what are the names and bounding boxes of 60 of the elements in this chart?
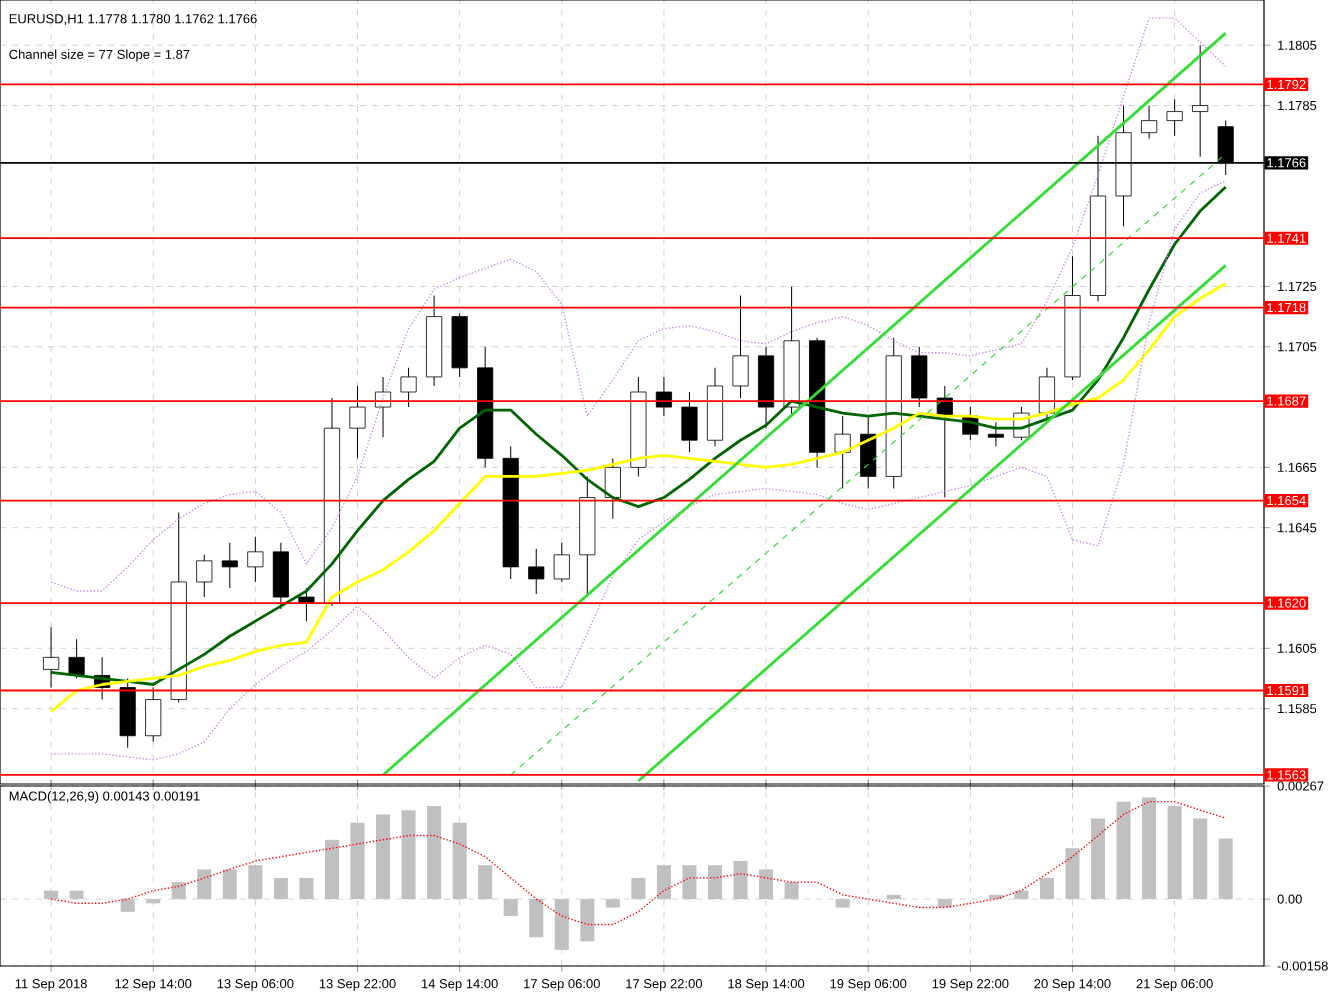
candlestick bbox=[911, 346, 928, 408]
candlestick bbox=[1038, 367, 1056, 423]
bar bbox=[503, 899, 518, 917]
bar bbox=[1014, 890, 1029, 900]
bar bbox=[376, 814, 391, 900]
candlestick bbox=[272, 542, 289, 610]
bar bbox=[1065, 848, 1080, 900]
candlestick bbox=[834, 415, 851, 489]
bar bbox=[120, 899, 135, 912]
bar bbox=[529, 899, 544, 938]
bar bbox=[784, 882, 799, 900]
bar bbox=[1142, 797, 1157, 900]
bar bbox=[324, 839, 339, 900]
candlestick bbox=[349, 385, 366, 459]
bar bbox=[273, 877, 288, 900]
bar bbox=[835, 899, 850, 908]
bar bbox=[554, 899, 569, 950]
candlestick bbox=[221, 542, 238, 589]
bar bbox=[580, 899, 595, 942]
bar bbox=[171, 882, 186, 900]
bar bbox=[69, 890, 84, 900]
bar bbox=[478, 865, 493, 900]
bar bbox=[452, 822, 467, 900]
bar bbox=[427, 805, 442, 900]
bar bbox=[1218, 838, 1233, 900]
candlestick bbox=[68, 638, 85, 679]
bar bbox=[299, 877, 314, 900]
candlestick bbox=[681, 391, 698, 453]
bar bbox=[401, 810, 416, 900]
bar bbox=[605, 899, 620, 908]
bar bbox=[631, 877, 646, 900]
candlestick bbox=[553, 542, 570, 583]
candlestick bbox=[604, 457, 621, 520]
bar bbox=[707, 865, 723, 900]
candlestick bbox=[400, 367, 417, 408]
candlestick bbox=[732, 295, 749, 399]
candlestick bbox=[145, 687, 162, 743]
bar bbox=[937, 899, 952, 908]
bar bbox=[248, 865, 263, 900]
candlestick bbox=[860, 415, 877, 489]
candlestick bbox=[43, 626, 60, 689]
bar bbox=[759, 869, 774, 900]
bar bbox=[1091, 818, 1106, 900]
bar bbox=[197, 869, 212, 900]
candlestick bbox=[247, 536, 264, 583]
bar bbox=[733, 860, 748, 900]
bar bbox=[1039, 877, 1054, 900]
bar bbox=[682, 865, 697, 900]
candlestick bbox=[528, 548, 545, 595]
candlestick bbox=[196, 554, 213, 598]
bar bbox=[1116, 801, 1131, 900]
bar bbox=[656, 865, 671, 900]
bar bbox=[350, 822, 365, 900]
candlestick bbox=[987, 421, 1004, 447]
candlestick bbox=[1192, 44, 1209, 158]
bar bbox=[222, 869, 237, 900]
candlestick bbox=[1141, 105, 1158, 140]
bar bbox=[886, 894, 901, 900]
candlestick bbox=[1166, 99, 1183, 137]
bar bbox=[1193, 818, 1208, 900]
